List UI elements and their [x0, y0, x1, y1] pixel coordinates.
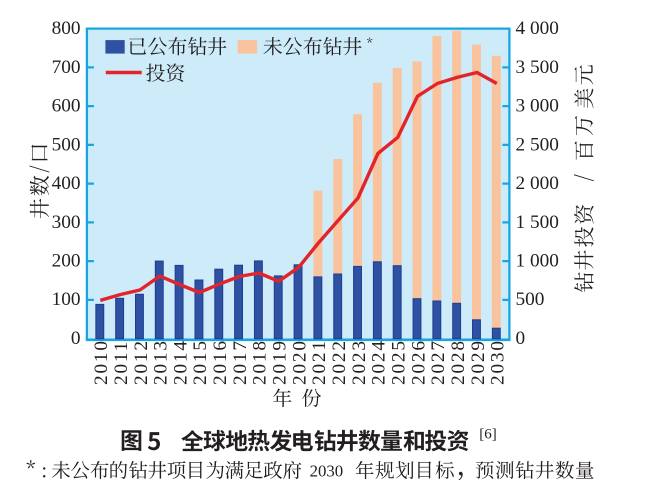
svg-text:2022: 2022 [329, 339, 350, 385]
svg-text:2020: 2020 [289, 339, 310, 385]
svg-text:2021: 2021 [309, 339, 330, 385]
svg-text:500: 500 [52, 134, 81, 155]
svg-text:2019: 2019 [270, 339, 291, 385]
svg-text:2028: 2028 [448, 339, 469, 385]
svg-text:2024: 2024 [369, 339, 390, 385]
svg-text:800: 800 [52, 18, 81, 39]
svg-text:2029: 2029 [468, 339, 489, 385]
svg-text:[6]: [6] [479, 427, 497, 443]
svg-text:200: 200 [52, 251, 81, 272]
svg-text:0: 0 [71, 328, 81, 349]
svg-text:2015: 2015 [190, 339, 211, 385]
svg-text:500: 500 [516, 289, 545, 310]
svg-text:100: 100 [52, 289, 81, 310]
svg-text:2 000: 2 000 [516, 173, 559, 194]
svg-text:2026: 2026 [408, 339, 429, 385]
svg-text:2030: 2030 [310, 462, 344, 481]
svg-text:600: 600 [52, 96, 81, 117]
svg-text:3 000: 3 000 [516, 96, 559, 117]
svg-text:2012: 2012 [131, 339, 152, 385]
svg-text:2025: 2025 [389, 339, 410, 385]
svg-text:400: 400 [52, 173, 81, 194]
svg-text:1 000: 1 000 [516, 251, 559, 272]
svg-text:4 000: 4 000 [516, 18, 559, 39]
svg-text:2017: 2017 [230, 339, 251, 385]
svg-text:2030: 2030 [488, 339, 509, 385]
svg-text:2027: 2027 [428, 339, 449, 385]
svg-text:700: 700 [52, 57, 81, 78]
svg-text:1 500: 1 500 [516, 212, 559, 233]
svg-text:2023: 2023 [349, 339, 370, 385]
svg-text:300: 300 [52, 212, 81, 233]
svg-text:3 500: 3 500 [516, 57, 559, 78]
svg-text:2013: 2013 [151, 339, 172, 385]
svg-text:2018: 2018 [250, 339, 271, 385]
svg-text:2014: 2014 [170, 339, 191, 385]
svg-text:2011: 2011 [111, 340, 132, 385]
svg-text:2 500: 2 500 [516, 134, 559, 155]
svg-text:2016: 2016 [210, 339, 231, 385]
svg-text:2010: 2010 [91, 339, 112, 385]
svg-text:0: 0 [516, 328, 526, 349]
